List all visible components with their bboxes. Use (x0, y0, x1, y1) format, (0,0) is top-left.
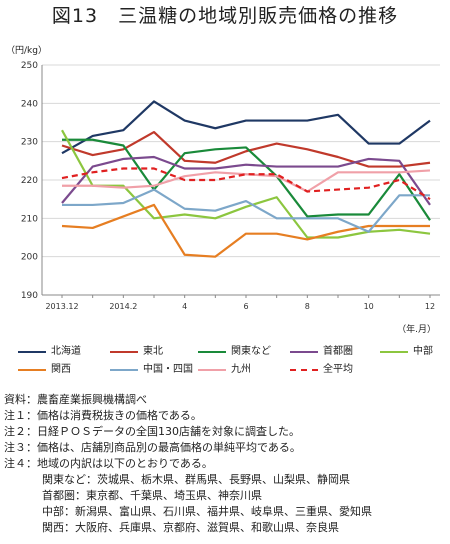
legend-label: 関西 (51, 364, 71, 375)
note-1: 注１：価格は消費税抜きの価格である。 (4, 409, 202, 422)
note-2: 注２：日経ＰＯＳデータの全国130店舗を対象に調査した。 (4, 425, 300, 438)
x-tick-label: 10 (364, 302, 374, 311)
region-note-shutoken: 首都圏：東京都、千葉県、埼玉県、神奈川県 (42, 489, 262, 502)
series-line-2 (62, 138, 431, 221)
y-tick-label: 230 (21, 138, 38, 148)
series-line-0 (61, 100, 431, 155)
x-axis-unit-label: （年.月） (397, 325, 436, 335)
legend-swatch (198, 351, 226, 353)
note-source: 資料：農畜産業振興機構調べ (4, 393, 147, 406)
x-tick-label: 2013.12 (45, 302, 78, 311)
y-tick-label: 200 (21, 253, 38, 263)
legend-swatch (198, 369, 226, 371)
legend-swatch (18, 369, 46, 371)
series-line-6 (62, 188, 430, 233)
legend-label: 首都圏 (323, 346, 353, 357)
note-4: 注４：地域の内訳は以下のとおりである。 (4, 457, 213, 470)
region-note-chubu: 中部：新潟県、富山県、石川県、福井県、岐阜県、三重県、愛知県 (42, 505, 372, 518)
note-3: 注３：価格は、店舗別商品別の最高価格の単純平均である。 (4, 441, 301, 454)
x-tick-label: 2014.2 (109, 302, 137, 311)
y-tick-label: 250 (21, 61, 38, 71)
series-line-7 (62, 169, 431, 193)
line-chart: 190 200 210 220 230 240 250 2013.12 2014.2 4 6 8 10 1… (21, 61, 440, 311)
y-tick-label: 190 (21, 291, 38, 301)
x-tick-label: 8 (305, 302, 310, 311)
x-tick-label: 4 (182, 302, 187, 311)
legend-swatch (18, 351, 46, 353)
legend-label: 九州 (231, 364, 251, 375)
x-tick-label: 12 (425, 302, 435, 311)
series-line-5 (61, 203, 430, 258)
region-note-kanto: 関東など：茨城県、栃木県、群馬県、長野県、山梨県、静岡県 (42, 473, 350, 486)
legend-label: 中部 (413, 346, 433, 357)
y-axis-unit-label: （円/kg） (6, 46, 47, 56)
chart-title: 図13 三温糖の地域別販売価格の推移 (51, 5, 399, 27)
legend-swatch (290, 369, 318, 371)
series-line-3 (61, 155, 431, 206)
chart-notes: 資料：農畜産業振興機構調べ 注１：価格は消費税抜きの価格である。 注２：日経ＰＯ… (4, 392, 372, 536)
legend-label: 中国・四国 (143, 364, 193, 375)
legend-swatch (380, 351, 408, 353)
y-tick-label: 210 (21, 214, 38, 224)
legend-label: 北海道 (51, 346, 81, 357)
series-line-4 (61, 129, 431, 239)
series-line-8 (61, 167, 431, 201)
legend-swatch (110, 351, 138, 353)
series-line-1 (61, 130, 431, 168)
legend-swatch (110, 369, 138, 371)
legend-label: 全平均 (323, 364, 353, 375)
legend-label: 東北 (143, 346, 163, 357)
legend-label: 関東など (231, 346, 271, 357)
y-tick-label: 220 (21, 176, 38, 186)
y-tick-label: 240 (21, 99, 38, 109)
region-note-kansai: 関西：大阪府、兵庫県、京都府、滋賀県、和歌山県、奈良県 (42, 521, 339, 534)
legend-swatch (290, 351, 318, 353)
x-tick-label: 6 (243, 302, 248, 311)
